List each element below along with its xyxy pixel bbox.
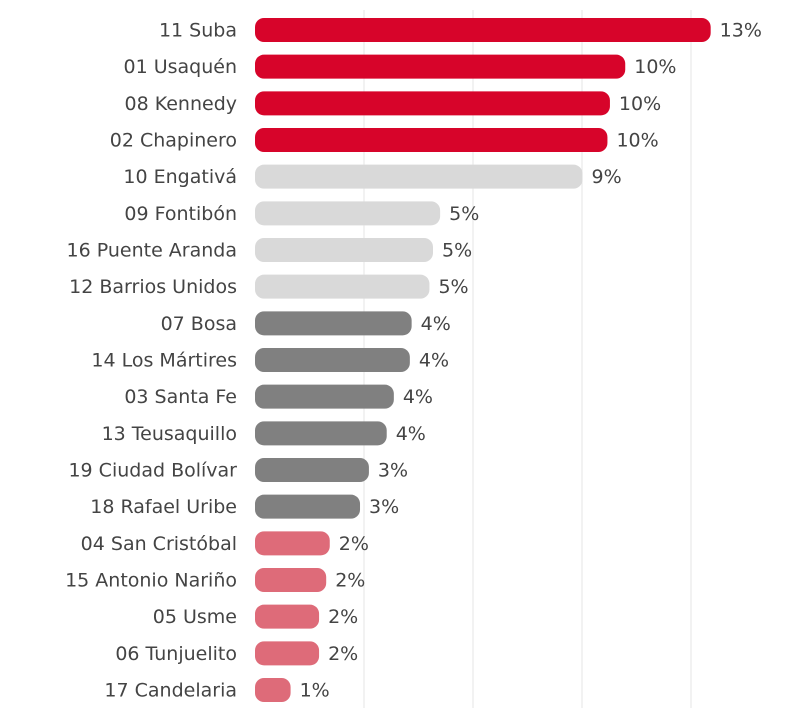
value-label: 10% <box>619 93 661 115</box>
value-label: 4% <box>419 350 449 372</box>
category-label: 04 San Cristóbal <box>81 533 237 555</box>
value-label: 1% <box>300 680 330 702</box>
value-label: 13% <box>720 20 762 42</box>
category-label: 11 Suba <box>159 20 237 42</box>
bar <box>255 128 608 152</box>
bar <box>255 311 412 336</box>
bar <box>255 238 433 262</box>
category-label: 10 Engativá <box>123 166 237 188</box>
value-label: 4% <box>396 423 426 445</box>
bar <box>255 274 430 299</box>
value-label: 4% <box>421 313 451 335</box>
value-label: 3% <box>378 460 408 482</box>
category-label: 09 Fontibón <box>124 203 237 225</box>
bar <box>255 568 327 592</box>
category-label: 14 Los Mártires <box>91 350 237 372</box>
value-label: 2% <box>328 643 358 665</box>
category-label: 16 Puente Aranda <box>67 240 238 262</box>
bar <box>255 201 441 226</box>
bar <box>255 494 361 519</box>
bar <box>255 348 410 372</box>
value-label: 9% <box>592 166 622 188</box>
category-label: 03 Santa Fe <box>124 386 237 408</box>
category-label: 06 Tunjuelito <box>115 643 237 665</box>
value-label: 2% <box>335 570 365 592</box>
bar <box>255 18 711 42</box>
bar <box>255 641 320 666</box>
bar <box>255 91 610 116</box>
category-label: 05 Usme <box>153 606 237 628</box>
category-label: 17 Candelaria <box>104 680 237 702</box>
value-label: 3% <box>369 496 399 518</box>
bar <box>255 678 291 702</box>
value-label: 10% <box>616 130 658 152</box>
category-label: 02 Chapinero <box>110 130 237 152</box>
category-label: 15 Antonio Nariño <box>65 570 237 592</box>
bar <box>255 54 626 79</box>
bar <box>255 458 369 482</box>
category-label: 08 Kennedy <box>125 93 238 115</box>
value-label: 2% <box>339 533 369 555</box>
value-label: 4% <box>403 386 433 408</box>
category-label: 19 Ciudad Bolívar <box>68 460 237 482</box>
category-label: 01 Usaquén <box>124 56 238 78</box>
bar <box>255 604 320 629</box>
value-label: 10% <box>634 56 676 78</box>
category-label: 07 Bosa <box>161 313 237 335</box>
bar <box>255 384 394 409</box>
value-label: 2% <box>328 606 358 628</box>
bar <box>255 421 387 446</box>
bar <box>255 531 330 556</box>
category-label: 13 Teusaquillo <box>102 423 237 445</box>
category-label: 18 Rafael Uribe <box>90 496 237 518</box>
value-label: 5% <box>449 203 479 225</box>
value-label: 5% <box>442 240 472 262</box>
bar <box>255 164 583 189</box>
value-label: 5% <box>438 276 468 298</box>
category-label: 12 Barrios Unidos <box>69 276 237 298</box>
